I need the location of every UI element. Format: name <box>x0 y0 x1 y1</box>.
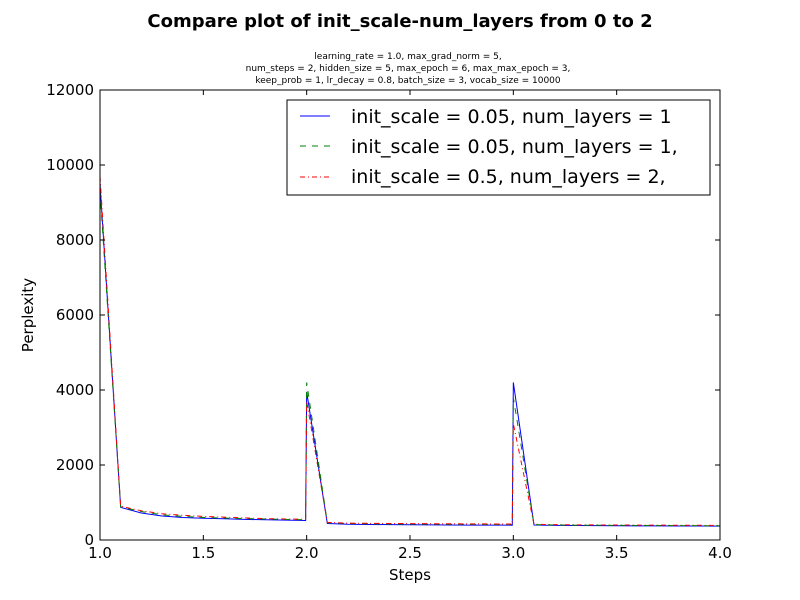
x-tick-label: 3.5 <box>605 544 629 562</box>
x-tick-label: 3.0 <box>501 544 525 562</box>
y-tick-label: 4000 <box>56 381 94 399</box>
x-tick-label: 1.0 <box>88 544 112 562</box>
x-tick-label: 1.5 <box>191 544 215 562</box>
legend: init_scale = 0.05, num_layers = 1 init_s… <box>286 99 711 196</box>
chart-subtitle-line-1: learning_rate = 1.0, max_grad_norm = 5, <box>314 52 501 62</box>
y-tick-label: 10000 <box>46 156 94 174</box>
chart-subtitle-line-3: keep_prob = 1, lr_decay = 0.8, batch_siz… <box>255 76 561 86</box>
legend-label-series-3: init_scale = 0.5, num_layers = 2, <box>351 166 666 188</box>
y-axis-label: Perplexity <box>19 278 37 352</box>
legend-frame <box>286 99 711 196</box>
y-tick-label: 12000 <box>46 81 94 99</box>
x-axis-label: Steps <box>389 566 431 584</box>
y-tick-label: 6000 <box>56 306 94 324</box>
plot-area: 1.0 1.5 2.0 2.5 3.0 3.5 4.0 0 2000 4000 6000 8000 10… <box>46 81 732 562</box>
legend-label-series-1: init_scale = 0.05, num_layers = 1 <box>351 106 672 128</box>
y-tick-label: 0 <box>84 531 94 549</box>
chart-title: Compare plot of init_scale-num_layers fr… <box>147 11 652 32</box>
series-line-2 <box>100 191 720 527</box>
y-tick-label: 2000 <box>56 456 94 474</box>
series-line-1 <box>100 183 720 527</box>
x-tick-label: 2.0 <box>295 544 319 562</box>
y-tick-label: 8000 <box>56 231 94 249</box>
legend-label-series-2: init_scale = 0.05, num_layers = 1, <box>351 136 678 158</box>
series-layer <box>100 176 720 527</box>
x-tick-label: 2.5 <box>398 544 422 562</box>
x-tick-label: 4.0 <box>708 544 732 562</box>
series-line-3 <box>100 176 720 526</box>
ticks-layer: 1.0 1.5 2.0 2.5 3.0 3.5 4.0 0 2000 4000 6000 8000 10… <box>46 81 732 562</box>
chart-subtitle-line-2: num_steps = 2, hidden_size = 5, max_epoc… <box>246 64 571 74</box>
